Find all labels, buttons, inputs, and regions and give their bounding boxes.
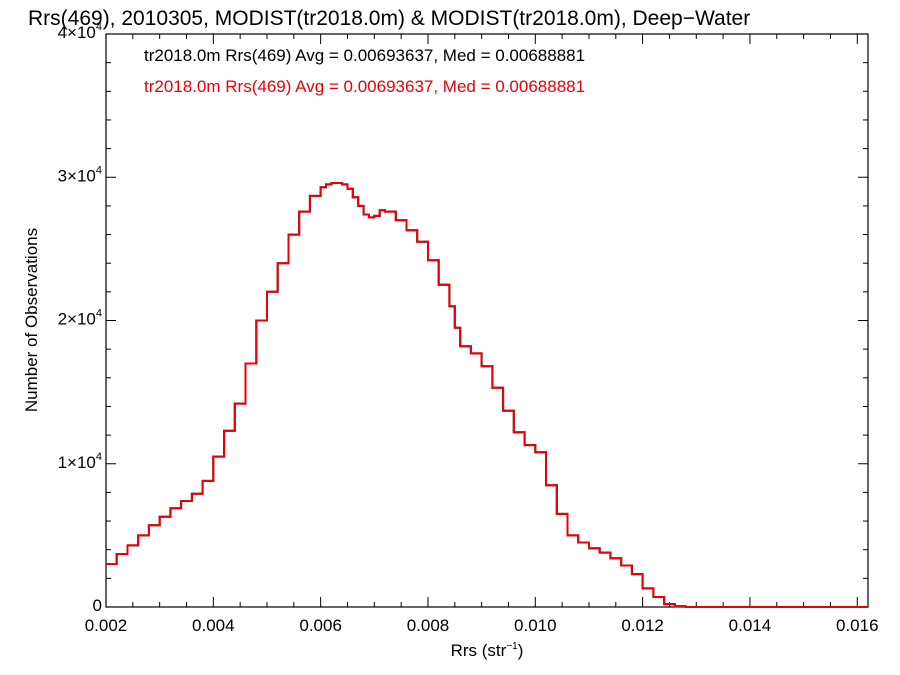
x-tick-label: 0.008 xyxy=(407,616,450,635)
histogram-series-red xyxy=(106,182,868,608)
y-tick-mantissa: 1×10 xyxy=(58,453,96,472)
x-tick-label: 0.006 xyxy=(299,616,342,635)
x-axis-label-main: Rrs (str xyxy=(451,641,507,660)
y-tick-mantissa: 2×10 xyxy=(58,310,96,329)
x-tick-label: 0.016 xyxy=(836,616,879,635)
y-tick-mantissa: 4×10 xyxy=(58,23,96,42)
histogram-series-black xyxy=(106,182,868,608)
axis-ticks: 0.002 0.004 0.006 0.008 0.010 0.012 0.014 0.016… xyxy=(58,21,879,635)
y-tick-label: 3×104 xyxy=(58,164,102,185)
x-axis-label: Rrs (str−1) xyxy=(451,641,524,660)
y-tick-label: 0 xyxy=(93,596,102,615)
y-tick-mantissa: 0 xyxy=(93,596,102,615)
y-tick-label: 4×104 xyxy=(58,21,102,42)
x-axis-label-superscript: −1 xyxy=(506,641,518,652)
y-tick-label: 2×104 xyxy=(58,308,102,329)
y-tick-label: 1×104 xyxy=(58,451,102,472)
y-tick-exponent: 4 xyxy=(96,308,102,320)
x-axis-label-tail: ) xyxy=(518,641,524,660)
x-tick-label: 0.012 xyxy=(621,616,664,635)
y-axis-label: Number of Observations xyxy=(22,228,41,412)
annotations: tr2018.0m Rrs(469) Avg = 0.00693637, Med… xyxy=(144,46,585,96)
y-tick-exponent: 4 xyxy=(96,164,102,176)
x-tick-label: 0.014 xyxy=(729,616,772,635)
plot-area xyxy=(105,33,869,608)
y-tick-exponent: 4 xyxy=(96,451,102,463)
x-tick-label: 0.004 xyxy=(192,616,235,635)
stats-annotation: tr2018.0m Rrs(469) Avg = 0.00693637, Med… xyxy=(144,77,585,96)
chart-title: Rrs(469), 2010305, MODIST(tr2018.0m) & M… xyxy=(28,7,750,30)
y-tick-mantissa: 3×10 xyxy=(58,166,96,185)
data-series xyxy=(106,182,868,608)
y-tick-exponent: 4 xyxy=(96,21,102,33)
x-tick-label: 0.010 xyxy=(514,616,557,635)
x-tick-label: 0.002 xyxy=(85,616,128,635)
stats-annotation: tr2018.0m Rrs(469) Avg = 0.00693637, Med… xyxy=(144,46,585,65)
plot-frame xyxy=(105,33,869,608)
